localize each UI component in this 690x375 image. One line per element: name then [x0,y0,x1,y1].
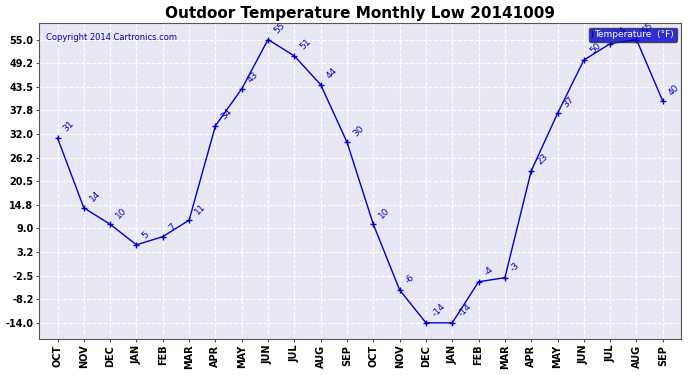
Text: 55: 55 [273,21,287,35]
Text: 34: 34 [219,107,234,122]
Text: -14: -14 [456,302,473,319]
Text: 43: 43 [246,70,260,85]
Title: Outdoor Temperature Monthly Low 20141009: Outdoor Temperature Monthly Low 20141009 [165,6,555,21]
Text: Copyright 2014 Cartronics.com: Copyright 2014 Cartronics.com [46,33,177,42]
Text: -14: -14 [430,302,447,319]
Text: 30: 30 [351,123,366,138]
Text: 54: 54 [614,25,629,39]
Legend: Temperature  (°F): Temperature (°F) [589,28,677,42]
Text: 31: 31 [61,119,76,134]
Text: 37: 37 [562,95,576,109]
Text: 5: 5 [141,230,151,241]
Text: -4: -4 [483,265,495,278]
Text: 51: 51 [299,37,313,52]
Text: 10: 10 [377,206,392,220]
Text: 40: 40 [667,82,681,97]
Text: 14: 14 [88,189,102,204]
Text: 11: 11 [193,201,208,216]
Text: -6: -6 [404,273,417,286]
Text: 44: 44 [325,66,339,81]
Text: -3: -3 [509,261,522,273]
Text: 55: 55 [640,21,655,35]
Text: 7: 7 [167,222,177,232]
Text: 10: 10 [115,206,129,220]
Text: 23: 23 [535,152,550,167]
Text: 50: 50 [588,41,602,56]
